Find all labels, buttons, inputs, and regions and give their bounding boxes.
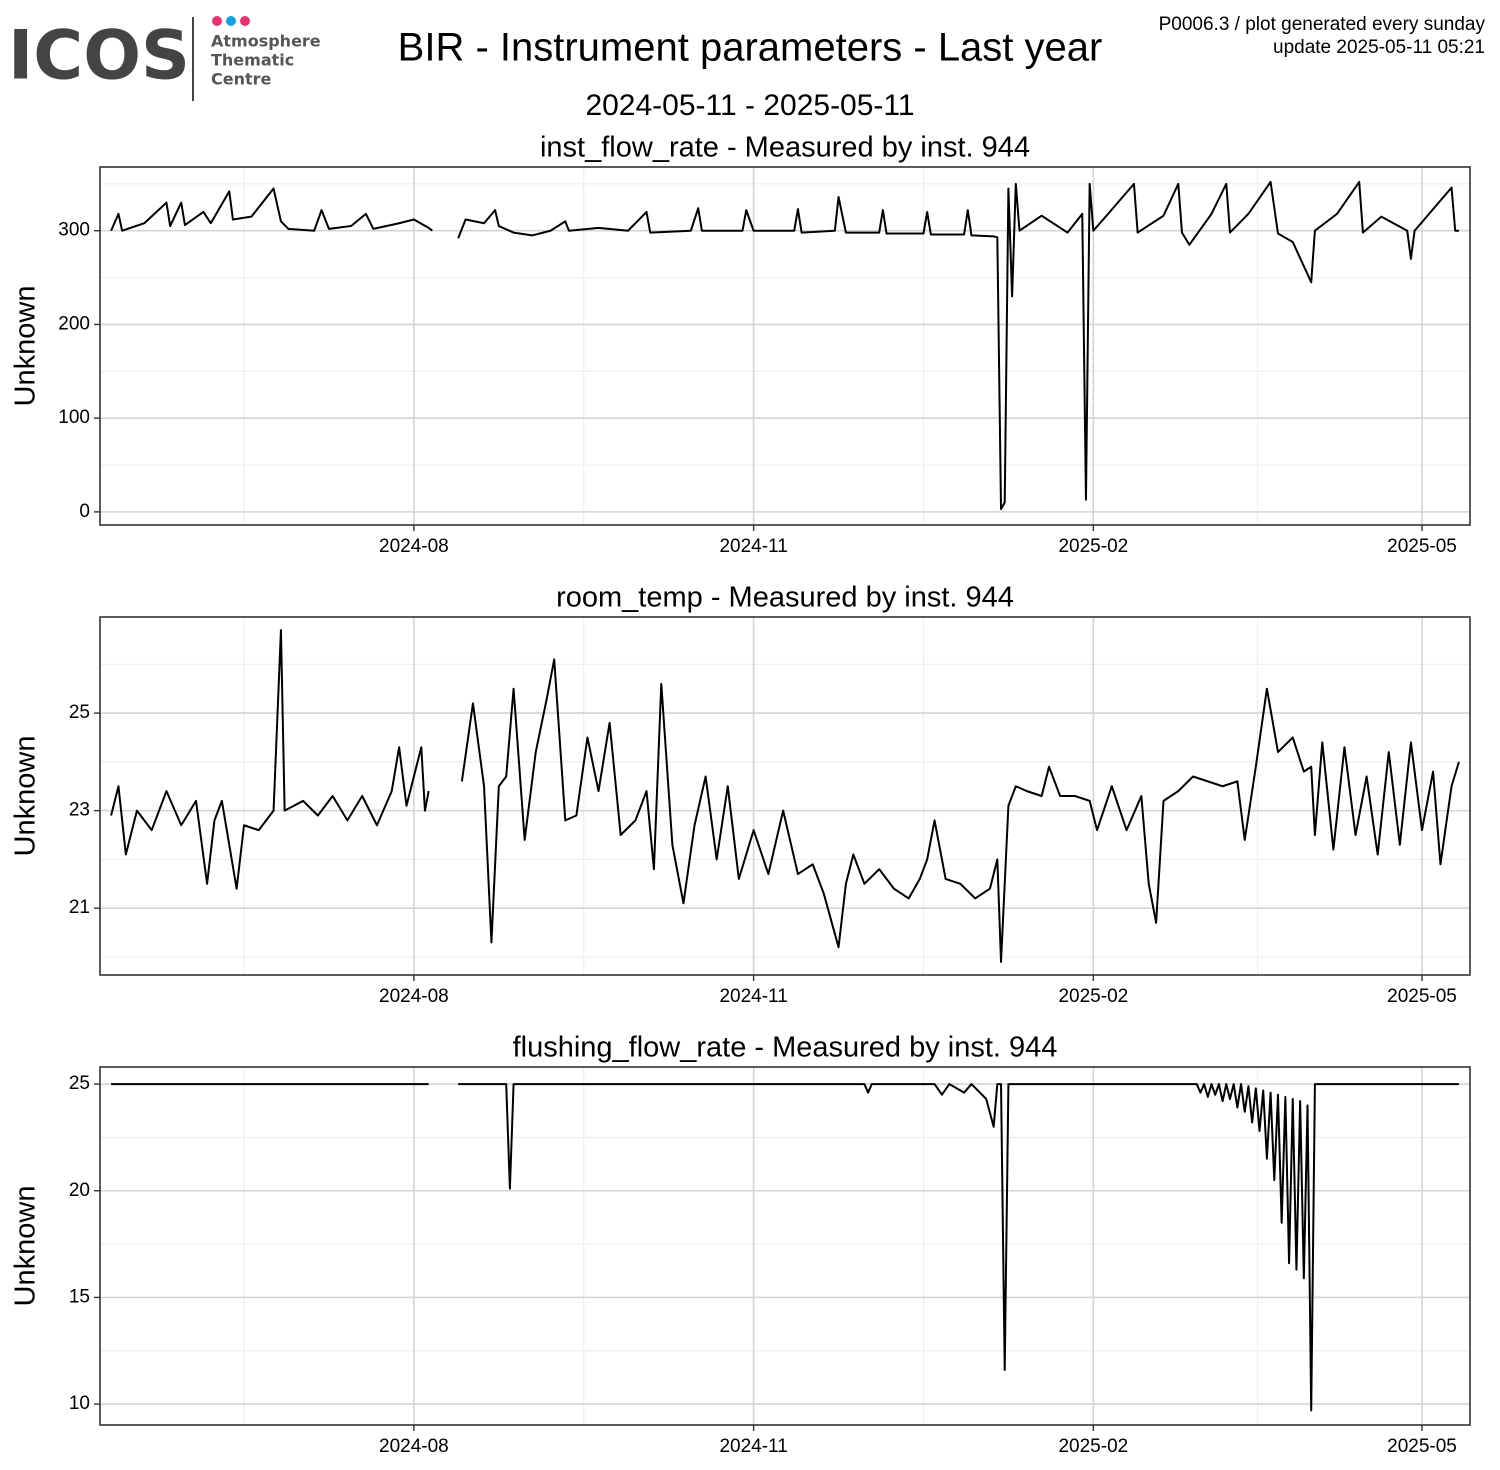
panel: inst_flow_rate - Measured by inst. 944 Un…	[10, 132, 1471, 557]
panel-border	[99, 1066, 1471, 1426]
y-axis-label: Unknown	[10, 736, 42, 857]
data-layer	[111, 1083, 1459, 1412]
page-note: update 2025-05-11 05:21	[1273, 37, 1485, 58]
panel-border	[99, 166, 1471, 526]
y-tick-label: 15	[69, 1286, 90, 1307]
x-tick-label: 2025-02	[1058, 1436, 1128, 1457]
data-line	[111, 1083, 1459, 1412]
logo-mark: ICOS	[8, 17, 190, 96]
x-tick-label: 2024-08	[379, 536, 449, 557]
panel-title: flushing_flow_rate - Measured by inst. 9…	[513, 1032, 1058, 1064]
page-subtitle: 2024-05-11 - 2025-05-11	[585, 89, 914, 122]
x-tick-label: 2025-05	[1387, 1436, 1457, 1457]
y-tick-label: 200	[58, 313, 90, 334]
data-line	[110, 180, 1459, 511]
page-title: BIR - Instrument parameters - Last year	[398, 26, 1103, 70]
logo-dot	[212, 16, 222, 26]
x-tick-label: 2024-11	[719, 986, 787, 1007]
y-tick-label: 20	[69, 1180, 90, 1201]
panel-title: room_temp - Measured by inst. 944	[556, 582, 1014, 614]
panel-border	[99, 616, 1471, 976]
y-tick-label: 0	[79, 501, 90, 522]
logo-text: Centre	[211, 70, 272, 89]
x-tick-label: 2024-08	[379, 986, 449, 1007]
y-tick-label: 23	[69, 800, 90, 821]
data-line	[110, 629, 1460, 963]
x-tick-label: 2024-08	[379, 1436, 449, 1457]
panel: room_temp - Measured by inst. 944 Unknown…	[10, 582, 1471, 1007]
panel-title: inst_flow_rate - Measured by inst. 944	[540, 132, 1030, 164]
y-tick-label: 25	[69, 1073, 90, 1094]
logo-text: Thematic	[211, 51, 294, 70]
y-axis-label: Unknown	[10, 286, 42, 407]
panel: flushing_flow_rate - Measured by inst. 9…	[10, 1032, 1471, 1457]
logo: ICOS Atmosphere Thematic Centre	[8, 16, 321, 101]
y-tick-label: 100	[58, 407, 90, 428]
data-layer	[110, 629, 1460, 963]
data-layer	[110, 180, 1459, 511]
y-tick-label: 10	[69, 1393, 90, 1414]
x-tick-label: 2024-11	[719, 1436, 787, 1457]
x-tick-label: 2025-05	[1387, 986, 1457, 1007]
y-tick-label: 300	[58, 220, 90, 241]
logo-dot	[240, 16, 250, 26]
logo-dot	[226, 16, 236, 26]
page-note: P0006.3 / plot generated every sunday	[1159, 14, 1486, 35]
x-tick-label: 2025-02	[1058, 536, 1128, 557]
x-tick-label: 2024-11	[719, 536, 787, 557]
x-tick-label: 2025-05	[1387, 536, 1457, 557]
x-tick-label: 2025-02	[1058, 986, 1128, 1007]
y-axis-label: Unknown	[10, 1186, 42, 1307]
logo-text: Atmosphere	[211, 32, 321, 51]
y-tick-label: 25	[69, 702, 90, 723]
y-tick-label: 21	[69, 897, 90, 918]
